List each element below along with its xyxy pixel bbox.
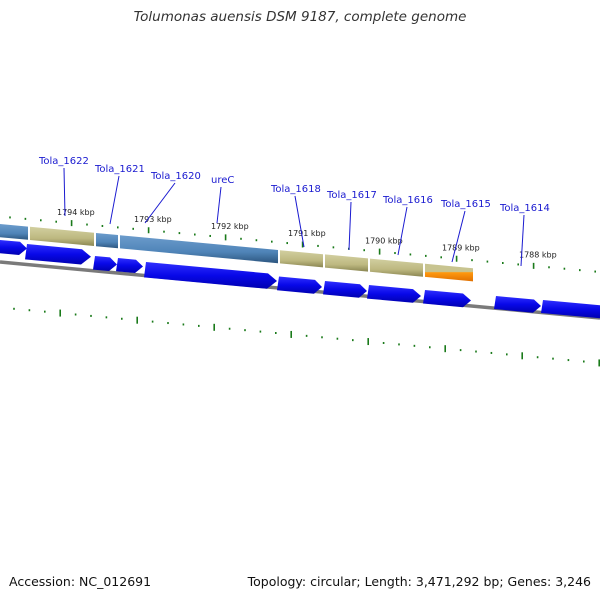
cds-arrow [323, 281, 367, 298]
callout-leader-line [348, 201, 352, 251]
callout-leader-line [109, 175, 120, 225]
gene-segment-band [0, 224, 473, 282]
cds-arrow [25, 244, 91, 265]
gene-segment [0, 224, 28, 240]
gene-label: Tola_1617 [326, 190, 377, 201]
gene-label: Tola_1622 [38, 156, 89, 167]
gene-callouts: Tola_1622 Tola_1621 Tola_1620 ureC Tola_1618… [38, 156, 550, 267]
cds-arrow [277, 276, 322, 294]
cds-arrow [93, 256, 117, 271]
gene-segment [120, 235, 278, 264]
gene-segment [30, 226, 94, 246]
topology-summary: Topology: circular; Length: 3,471,292 bp… [247, 574, 591, 589]
kbp-tick-label: 1794 kbp [57, 208, 95, 217]
callout-leader-line [216, 186, 222, 224]
gene-label: Tola_1621 [94, 164, 145, 175]
cds-arrow [494, 296, 541, 313]
cds-arrow [116, 258, 143, 273]
callout-leader-line [294, 195, 305, 248]
callout-leader-line [63, 167, 66, 217]
gene-label: Tola_1616 [382, 195, 433, 206]
map-title: Tolumonas auensis DSM 9187, complete gen… [133, 9, 467, 25]
kbp-tick-label: 1790 kbp [365, 236, 403, 245]
kbp-tick-label: 1789 kbp [442, 243, 480, 252]
cds-track [0, 240, 600, 319]
gene-segment [370, 258, 423, 277]
kbp-tick-label: 1788 kbp [519, 251, 557, 260]
gene-label: Tola_1615 [440, 199, 491, 210]
cds-arrow [541, 300, 600, 319]
outer-tick-row: 1794 kbp 1793 kbp 1792 kbp 1791 kbp 1790 kbp… [9, 208, 597, 273]
gene-segment [325, 254, 368, 272]
gene-segment [425, 263, 473, 282]
kbp-tick-label: 1793 kbp [134, 215, 172, 224]
cds-arrow [423, 290, 471, 308]
callout-leader-line [520, 214, 525, 267]
gene-label: Tola_1620 [150, 171, 201, 182]
gene-label: ureC [211, 175, 234, 186]
cds-arrow [144, 262, 277, 289]
callout-leader-line [397, 206, 408, 256]
gene-segment [280, 250, 323, 268]
inner-tick-row [13, 307, 600, 367]
kbp-tick-label: 1792 kbp [211, 222, 249, 231]
cds-arrow [0, 240, 27, 255]
gene-label: Tola_1614 [499, 203, 550, 214]
callout-leader-line [144, 182, 176, 224]
cds-arrow [367, 285, 421, 303]
gene-label: Tola_1618 [270, 184, 321, 195]
gene-segment [96, 233, 118, 249]
accession-text: Accession: NC_012691 [9, 574, 152, 589]
kbp-tick-label: 1791 kbp [288, 229, 326, 238]
callout-leader-line [451, 210, 466, 263]
